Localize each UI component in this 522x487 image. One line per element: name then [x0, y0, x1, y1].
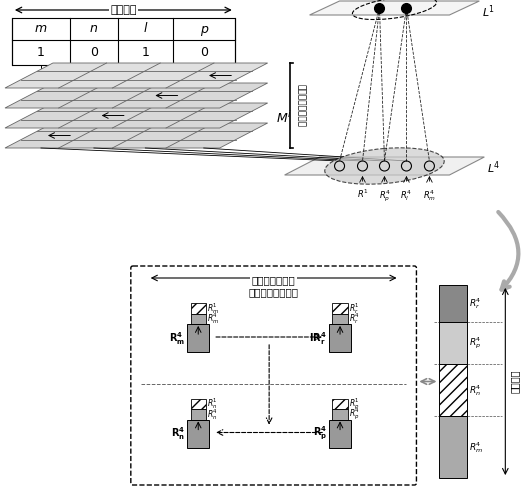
- Polygon shape: [5, 123, 268, 148]
- Text: $\mathbf{IR_r^4}$: $\mathbf{IR_r^4}$: [310, 330, 327, 347]
- Text: p: p: [200, 22, 208, 36]
- Text: $L^{4}$: $L^{4}$: [488, 159, 501, 176]
- Bar: [329, 420, 351, 448]
- Polygon shape: [5, 83, 268, 108]
- Text: $R_m^4$: $R_m^4$: [469, 440, 483, 454]
- Text: $R_n^4$: $R_n^4$: [469, 383, 482, 397]
- Text: $\mathbf{R_m^4}$: $\mathbf{R_m^4}$: [169, 330, 185, 347]
- Bar: [440, 322, 467, 364]
- Text: $R_p^4$: $R_p^4$: [378, 188, 390, 204]
- Bar: [191, 303, 206, 314]
- Bar: [333, 314, 348, 324]
- Ellipse shape: [325, 148, 444, 184]
- Bar: [191, 398, 206, 409]
- Polygon shape: [5, 63, 268, 88]
- Text: $R_m^4$: $R_m^4$: [207, 312, 219, 326]
- Text: $R^1$: $R^1$: [357, 188, 369, 200]
- Text: n: n: [90, 22, 98, 36]
- Text: $R_m^1$: $R_m^1$: [207, 301, 219, 316]
- Text: $L^{1}$: $L^{1}$: [482, 3, 495, 19]
- Text: 1: 1: [37, 46, 45, 59]
- Bar: [187, 324, 209, 352]
- Bar: [333, 409, 348, 420]
- FancyBboxPatch shape: [131, 266, 417, 485]
- Bar: [440, 285, 467, 322]
- Text: 分层交互: 分层交互: [509, 370, 519, 393]
- Text: $R_m^4$: $R_m^4$: [423, 188, 436, 203]
- Text: 1: 1: [141, 46, 149, 59]
- Text: $R_n^1$: $R_n^1$: [207, 396, 218, 411]
- Polygon shape: [284, 157, 484, 175]
- FancyArrowPatch shape: [499, 212, 518, 290]
- Bar: [329, 324, 351, 352]
- Bar: [440, 416, 467, 478]
- Text: $R_p^1$: $R_p^1$: [349, 396, 360, 412]
- Bar: [191, 314, 206, 324]
- Text: 半径矩阵分层交互: 半径矩阵分层交互: [248, 287, 299, 297]
- Text: $\mathbf{R_p^4}$: $\mathbf{R_p^4}$: [313, 425, 327, 443]
- Text: l: l: [144, 22, 147, 36]
- Text: 成员关系分解矩阵: 成员关系分解矩阵: [296, 84, 305, 127]
- Text: $R_p^4$: $R_p^4$: [469, 335, 482, 351]
- Text: $R_r^4$: $R_r^4$: [469, 296, 482, 311]
- Text: $R_r^4$: $R_r^4$: [349, 312, 360, 326]
- Text: m: m: [35, 22, 47, 36]
- Text: $R_n^4$: $R_n^4$: [207, 407, 218, 422]
- Text: 脑组织病历邻域: 脑组织病历邻域: [252, 275, 295, 285]
- Text: 影响因子: 影响因子: [110, 5, 137, 15]
- Bar: [333, 398, 348, 409]
- Bar: [12, 18, 235, 65]
- Bar: [187, 420, 209, 448]
- Text: $\mathbf{R_n^4}$: $\mathbf{R_n^4}$: [171, 425, 185, 442]
- Text: $R_p^4$: $R_p^4$: [349, 407, 360, 422]
- Text: $R_l^4$: $R_l^4$: [400, 188, 412, 203]
- Text: $M^i$: $M^i$: [276, 110, 292, 126]
- Text: 0: 0: [200, 46, 208, 59]
- Text: $R_r^1$: $R_r^1$: [349, 301, 360, 316]
- Bar: [333, 303, 348, 314]
- Text: 0: 0: [90, 46, 98, 59]
- Polygon shape: [310, 1, 479, 15]
- Polygon shape: [5, 103, 268, 128]
- Bar: [191, 409, 206, 420]
- Bar: [440, 364, 467, 416]
